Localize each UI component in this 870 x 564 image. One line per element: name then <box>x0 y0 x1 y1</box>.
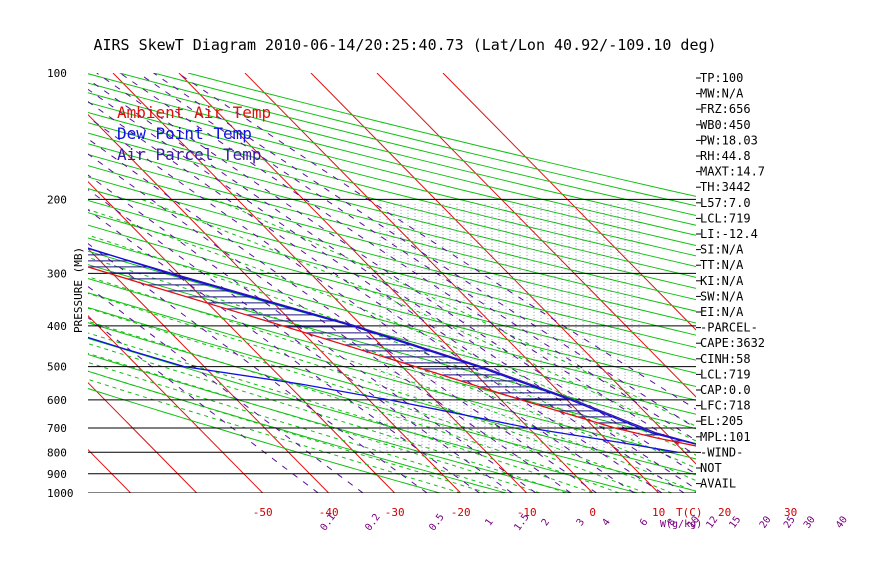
index-item: EL:205 <box>700 414 743 428</box>
legend-entry: Ambient Air Temp <box>117 103 271 122</box>
index-item: TT:N/A <box>700 258 744 272</box>
mixing-ratio-tick-label: 20 <box>758 514 774 530</box>
legend-entry: Dew Point Temp <box>117 124 252 143</box>
index-item: TP:100 <box>700 71 743 85</box>
index-item: WB0:450 <box>700 118 751 132</box>
bottom-temp-tick-label: -20 <box>451 506 471 519</box>
mixing-ratio-unit-label: W(g/kg) <box>660 519 702 530</box>
pressure-tick-label: 400 <box>47 320 67 333</box>
bottom-temp-tick-label: -50 <box>253 506 273 519</box>
pressure-tick-label: 800 <box>47 446 67 459</box>
mixing-ratio-tick-label: 0.5 <box>427 512 446 533</box>
index-item: SI:N/A <box>700 243 744 257</box>
pressure-tick-label: 200 <box>47 193 67 206</box>
index-item: CINH:58 <box>700 352 751 366</box>
index-item: LCL:719 <box>700 367 751 381</box>
index-item: L57:7.0 <box>700 196 751 210</box>
bottom-temp-unit-label: T(C) <box>676 506 703 519</box>
pressure-tick-label: 500 <box>47 361 67 374</box>
dry-adiabat-line <box>0 73 770 493</box>
mixing-ratio-tick-label: 4 <box>600 517 612 528</box>
index-item: AVAIL <box>700 477 736 491</box>
index-item: LFC:718 <box>700 399 751 413</box>
pressure-tick-label: 900 <box>47 468 67 481</box>
mixing-ratio-tick-label: 30 <box>802 514 818 530</box>
moist-adiabat-line <box>0 208 672 493</box>
index-item: PW:18.03 <box>700 133 758 147</box>
index-item: KI:N/A <box>700 274 744 288</box>
index-item: CAPE:3632 <box>700 336 765 350</box>
mixing-ratio-tick-label: 40 <box>834 514 850 530</box>
index-item: MW:N/A <box>700 87 744 101</box>
index-item: NOT <box>700 461 722 475</box>
pressure-tick-label: 300 <box>47 267 67 280</box>
pressure-tick-label: 1000 <box>47 487 74 500</box>
moist-adiabat-line <box>0 264 593 493</box>
mixing-ratio-tick-label: 3 <box>575 517 587 528</box>
legend-entry: Air Parcel Temp <box>117 145 262 164</box>
chart-title: AIRS SkewT Diagram 2010-06-14/20:25:40.7… <box>93 36 716 54</box>
dry-adiabat-line <box>154 73 870 493</box>
index-item: LI:-12.4 <box>700 227 758 241</box>
bottom-temp-tick-label: 20 <box>718 506 731 519</box>
bottom-temp-tick-label: -30 <box>385 506 405 519</box>
mixing-ratio-tick-label: 1 <box>483 517 495 528</box>
mixing-ratio-tick-label: 6 <box>638 517 650 528</box>
mixing-ratio-tick-label: 2 <box>540 517 552 528</box>
index-item: EI:N/A <box>700 305 744 319</box>
index-item: LCL:719 <box>700 211 751 225</box>
bottom-temp-tick-label: 10 <box>652 506 665 519</box>
legend: Ambient Air Temp Dew Point Temp Air Parcel… <box>117 103 271 164</box>
index-item: FRZ:656 <box>700 102 751 116</box>
index-item: MPL:101 <box>700 430 751 444</box>
bottom-temp-tick-label: 0 <box>589 506 596 519</box>
index-item: SW:N/A <box>700 289 744 303</box>
isotherm-line <box>245 73 659 493</box>
y-axis-label: PRESSURE (MB) <box>72 247 85 333</box>
pressure-tick-label: 100 <box>47 67 67 80</box>
index-item: RH:44.8 <box>700 149 751 163</box>
index-item: -PARCEL- <box>700 321 758 335</box>
pressure-tick-label: 700 <box>47 422 67 435</box>
mixing-ratio-tick-label: 0.2 <box>363 512 382 533</box>
index-item: TH:3442 <box>700 180 751 194</box>
index-item: CAP:0.0 <box>700 383 751 397</box>
index-item: -WIND- <box>700 445 743 459</box>
isotherm-line <box>311 73 725 493</box>
index-item: MAXT:14.7 <box>700 165 765 179</box>
pressure-tick-label: 600 <box>47 394 67 407</box>
